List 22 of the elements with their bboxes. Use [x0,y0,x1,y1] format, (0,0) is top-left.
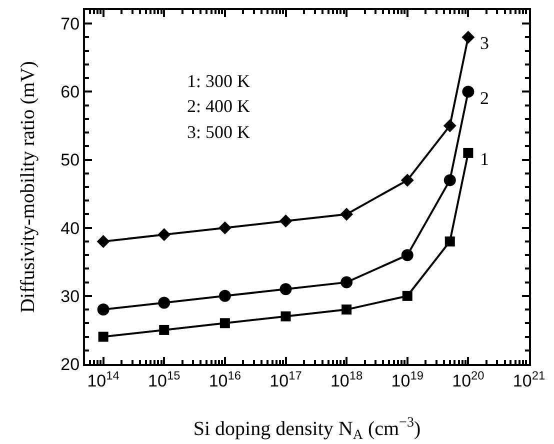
y-tick-label: 20 [60,354,80,374]
annotation: 3: 500 K [187,122,250,142]
annotation: 2: 400 K [187,96,250,116]
x-tick-label: 10$^{16}$ [208,368,242,390]
x-tick-label: 10$^{17}$ [270,368,302,390]
x-tick-label: 10$^{18}$ [330,368,364,390]
x-axis-title: Si doping density N$_{A}$ (cm$^{−3}$) [193,416,421,444]
legend-label: 3 [480,33,489,53]
y-tick-label: 70 [60,14,80,34]
x-tick-label: 10$^{14}$ [87,368,120,390]
legend-label: 2 [480,88,489,108]
y-axis-title: Diffusivity-mobility ratio (mV) [17,61,39,313]
legend-label: 1 [480,149,489,169]
x-tick-label: 10$^{15}$ [148,368,181,390]
annotation: 1: 300 K [187,71,250,91]
y-tick-label: 40 [60,218,80,238]
y-tick-label: 60 [60,82,80,102]
x-tick-label: 10$^{20}$ [452,368,485,390]
x-tick-label: 10$^{21}$ [512,368,546,390]
y-tick-label: 50 [60,150,80,170]
y-tick-label: 30 [60,286,80,306]
x-tick-label: 10$^{19}$ [391,368,424,390]
